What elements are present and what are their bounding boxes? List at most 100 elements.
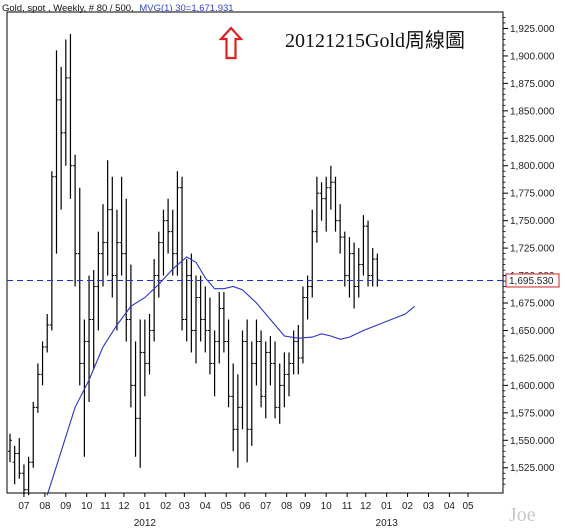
x-tick-label: 06 xyxy=(239,501,251,512)
ohlc-bar xyxy=(282,352,287,408)
ohlc-bar xyxy=(217,292,222,364)
y-tick-label: 1,800.000 xyxy=(510,161,555,172)
ohlc-bar xyxy=(347,237,352,298)
x-tick-label: 05 xyxy=(462,501,474,512)
ohlc-bar xyxy=(17,438,22,479)
x-tick-label: 07 xyxy=(18,501,30,512)
x-tick-label: 02 xyxy=(402,501,414,512)
ohlc-bar xyxy=(166,198,171,254)
ohlc-bar xyxy=(35,363,40,413)
chart-header: Gold, spot , Weekly, # 80 / 500, MVG(1) … xyxy=(2,3,234,14)
ohlc-bar xyxy=(375,253,380,287)
ohlc-bar xyxy=(91,270,96,369)
ohlc-bar xyxy=(138,319,143,468)
ohlc-bar xyxy=(49,171,54,331)
ohlc-bar xyxy=(273,341,278,419)
ohlc-bar xyxy=(356,248,361,298)
x-tick-label: 08 xyxy=(281,501,293,512)
ohlc-bar xyxy=(300,286,305,364)
ohlc-bar xyxy=(114,209,119,331)
y-tick-label: 1,775.000 xyxy=(510,189,555,200)
ohlc-bar xyxy=(156,231,161,298)
ohlc-bar xyxy=(54,50,59,254)
y-tick-label: 1,575.000 xyxy=(510,408,555,419)
moving-average xyxy=(46,256,415,496)
x-tick-label: 09 xyxy=(60,501,72,512)
ohlc-bar xyxy=(352,242,357,309)
ohlc-bar xyxy=(226,319,231,408)
ohlc-bar xyxy=(59,66,64,210)
ohlc-bar xyxy=(231,363,236,452)
y-tick-label: 1,525.000 xyxy=(510,463,555,474)
x-tick-label: 05 xyxy=(221,501,233,512)
y-tick-label: 1,875.000 xyxy=(510,79,555,90)
y-tick-label: 1,750.000 xyxy=(510,216,555,227)
ohlc-bar xyxy=(342,231,347,287)
x-tick-label: 08 xyxy=(39,501,51,512)
year-label: 2013 xyxy=(376,518,399,529)
ohlc-bar xyxy=(12,445,17,485)
x-tick-label: 01 xyxy=(381,501,393,512)
ohlc-bar xyxy=(296,324,301,375)
ohlc-bar xyxy=(259,330,264,408)
y-axis: 1,925.000 1,900.000 1,875.000 1,850.000 1,82… xyxy=(503,17,555,485)
y-tick-label: 1,725.000 xyxy=(510,244,555,255)
ohlc-bar xyxy=(310,209,315,298)
ohlc-bar xyxy=(77,187,82,386)
ohlc-bar xyxy=(40,341,45,386)
last-price-box xyxy=(505,273,560,288)
ohlc-bar xyxy=(328,165,333,210)
x-tick-label: 12 xyxy=(118,501,130,512)
ohlc-bar xyxy=(221,292,226,353)
ohlc-bar xyxy=(263,341,268,419)
ohlc-bar xyxy=(268,335,273,386)
ohlc-bar xyxy=(277,363,282,424)
ohlc-bar xyxy=(68,33,73,199)
y-tick-label: 1,900.000 xyxy=(510,51,555,62)
x-tick-label: 11 xyxy=(100,501,111,512)
x-axis: 07 08 09 10 11 12 01 02 03 04 05 06 07 08 09 10 11 12 01 02… xyxy=(18,493,474,529)
ohlc-bar xyxy=(189,253,194,353)
ohlc-bar xyxy=(119,176,124,276)
ohlc-bar xyxy=(170,209,175,276)
ohlc-bar xyxy=(31,401,36,468)
x-tick-label: 11 xyxy=(342,501,353,512)
ohlc-bar xyxy=(152,259,157,342)
ohlc-bar xyxy=(101,204,105,287)
ohlc-bar xyxy=(96,231,101,331)
ohlc-bar xyxy=(147,313,152,375)
x-tick-label: 04 xyxy=(444,501,456,512)
y-tick-label: 1,625.000 xyxy=(510,353,555,364)
x-tick-label: 03 xyxy=(423,501,435,512)
plot-frame xyxy=(6,11,504,494)
ohlc-bar xyxy=(180,176,185,331)
indicator-label: MVG(1) 30=1,671.931 xyxy=(139,3,233,14)
up-arrow-icon xyxy=(218,26,244,60)
x-tick-label: 04 xyxy=(200,501,212,512)
x-tick-label: 03 xyxy=(179,501,191,512)
ohlc-bar xyxy=(161,209,166,276)
ohlc-bar xyxy=(63,39,68,166)
x-tick-label: 09 xyxy=(300,501,312,512)
x-tick-label: 02 xyxy=(160,501,172,512)
y-tick-label: 1,650.000 xyxy=(510,326,555,337)
price-bars xyxy=(8,33,380,496)
ohlc-bar xyxy=(254,319,259,386)
y-tick-label: 1,600.000 xyxy=(510,381,555,392)
x-tick-label: 10 xyxy=(81,501,93,512)
ohlc-bar xyxy=(203,286,208,353)
ohlc-bar xyxy=(245,319,250,463)
ohlc-bar xyxy=(128,264,133,408)
ohlc-bar xyxy=(314,176,319,243)
ohlc-bar xyxy=(110,176,115,298)
x-tick-label: 12 xyxy=(360,501,372,512)
chart-title: 20121215Gold周線圖 xyxy=(285,29,465,52)
ohlc-bar xyxy=(194,275,198,364)
instrument-label: Gold, spot , Weekly, # 80 / 500, xyxy=(2,3,134,14)
ohlc-bar xyxy=(198,275,203,342)
ohlc-bar xyxy=(235,374,240,468)
ohlc-bar xyxy=(184,259,189,342)
y-tick-label: 1,675.000 xyxy=(510,299,555,310)
ohlc-bar xyxy=(305,275,310,320)
